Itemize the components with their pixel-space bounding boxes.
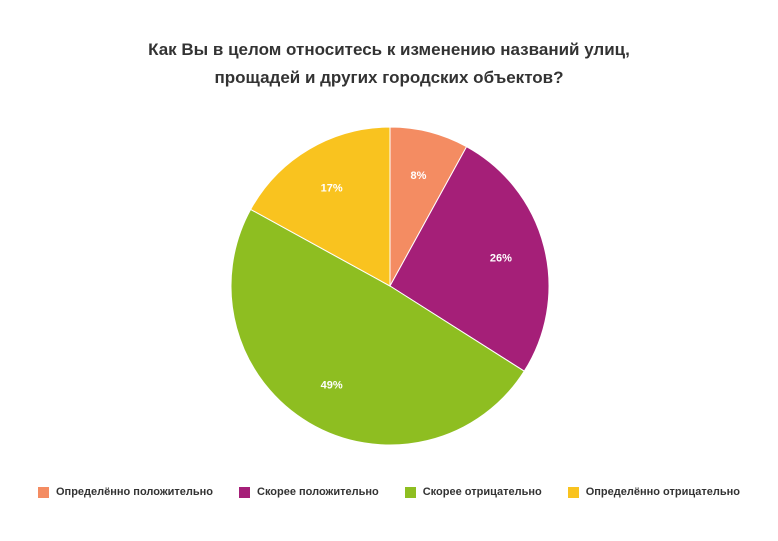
pie-slice-1[interactable] xyxy=(389,145,550,372)
chart-title-line-1: Как Вы в целом относитесь к изменению на… xyxy=(148,40,630,59)
chart-title-line-2: прощадей и других городских объектов? xyxy=(214,68,564,87)
legend-label-1: Скорее положительно xyxy=(257,486,379,498)
pie-slice-2[interactable] xyxy=(230,208,525,446)
pie-slice-label-2: 49% xyxy=(321,380,343,392)
legend-swatch-0 xyxy=(38,486,49,498)
pie-slice-3[interactable] xyxy=(249,126,391,287)
pie-slice-label-3: 17% xyxy=(321,183,343,195)
legend-item-2[interactable]: Скорее отрицательно xyxy=(404,486,542,498)
legend-swatch-2 xyxy=(404,486,416,498)
legend-item-3[interactable]: Определённо отрицательно xyxy=(567,486,740,498)
pie-slice-label-1: 26% xyxy=(490,253,512,265)
legend-item-1[interactable]: Скорее положительно xyxy=(239,486,379,498)
pie-slice-label-0: 8% xyxy=(411,170,427,182)
legend-swatch-1 xyxy=(239,486,250,498)
legend-swatch-3 xyxy=(567,486,579,498)
legend-label-3: Определённо отрицательно xyxy=(585,486,740,498)
chart-title: Как Вы в целом относитесь к изменению на… xyxy=(0,36,778,92)
legend-label-2: Скорее отрицательно xyxy=(422,486,542,498)
legend-item-0[interactable]: Определённо положительно xyxy=(38,486,213,498)
legend-label-0: Определённо положительно xyxy=(56,486,213,498)
chart-legend: Определённо положительно Скорее положител… xyxy=(0,482,778,502)
